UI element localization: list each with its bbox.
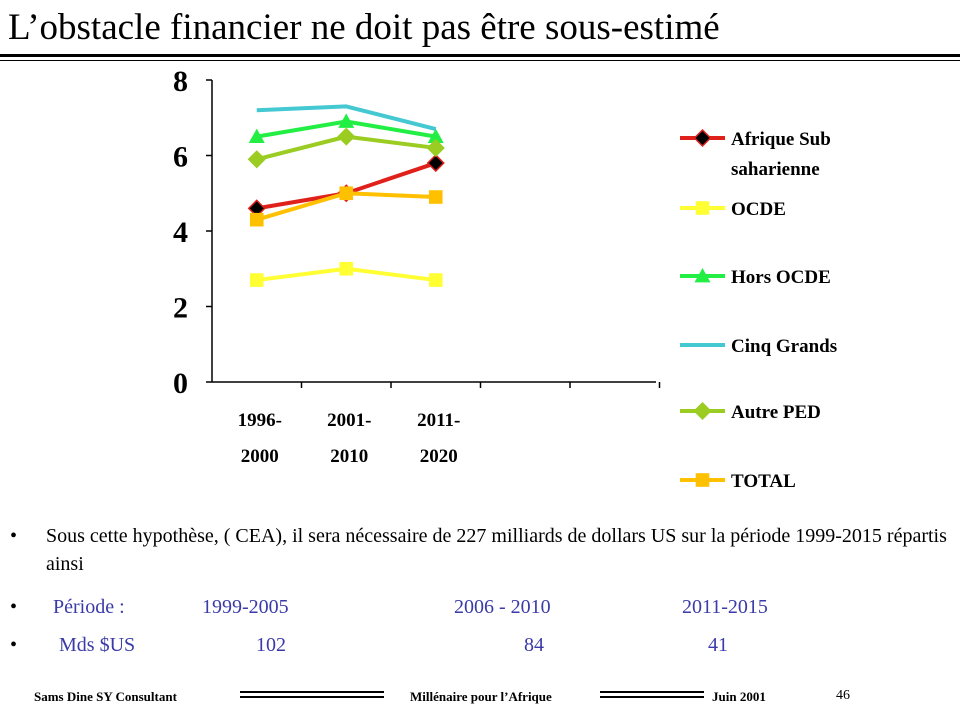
footer-author: Sams Dine SY Consultant <box>34 689 177 704</box>
footer-rule-right <box>600 691 704 698</box>
amount-label: Mds $US <box>59 634 136 656</box>
legend-label-4: Autre PED <box>731 402 821 423</box>
footer-date: Juin 2001 <box>712 689 766 704</box>
x-tick-label: 1996- <box>238 410 282 431</box>
amount-2: 84 <box>524 634 544 656</box>
amount-1: 102 <box>256 634 286 656</box>
x-tick-label: 2011- <box>417 410 460 431</box>
y-tick-label: 8 <box>173 65 188 98</box>
data-point-2-1 <box>338 113 355 128</box>
legend-marker-4 <box>693 401 712 421</box>
data-point-5-1 <box>339 186 354 201</box>
footer-center: Millénaire pour l’Afrique <box>410 689 552 704</box>
y-tick-label: 6 <box>173 141 188 174</box>
period-1: 1999-2005 <box>202 596 289 618</box>
legend-label-5: TOTAL <box>731 471 796 492</box>
x-tick-label: 2001- <box>327 410 371 431</box>
legend-label-1: OCDE <box>731 199 786 220</box>
title-rule-thick <box>0 54 960 57</box>
bullet-2: • <box>10 596 18 618</box>
hypothesis-paragraph: Sous cette hypothèse, ( CEA), il sera né… <box>46 525 947 575</box>
page-number: 46 <box>836 688 850 703</box>
legend-label-0: saharienne <box>731 159 820 180</box>
data-point-1-2 <box>428 273 443 287</box>
title-rule-thin <box>0 60 960 61</box>
bullet-1: • <box>10 525 18 547</box>
data-point-1-0 <box>249 273 264 287</box>
data-point-5-0 <box>249 212 264 227</box>
data-point-2-2 <box>427 128 444 144</box>
bullet-3: • <box>10 634 18 656</box>
legend-marker-2 <box>694 268 711 283</box>
legend-marker-0 <box>693 128 712 148</box>
y-tick-label: 4 <box>173 216 188 249</box>
period-3: 2011-2015 <box>682 596 768 618</box>
x-tick-label: 2020 <box>420 446 458 467</box>
data-point-4-0 <box>247 150 266 169</box>
data-point-1-1 <box>339 261 354 276</box>
footer-rule-left <box>240 691 384 698</box>
data-point-4-2 <box>426 138 445 158</box>
amount-3: 41 <box>708 634 728 656</box>
period-2: 2006 - 2010 <box>454 596 551 618</box>
data-point-5-2 <box>428 190 443 204</box>
data-point-0-2 <box>426 153 445 173</box>
period-label: Période : <box>53 596 125 618</box>
legend-marker-1 <box>695 201 710 215</box>
legend-label-0: Afrique Sub <box>731 129 831 150</box>
line-chart: 0 2 4 6 8 1996- 2000 2001- 2010 2011- 2020 Afrique … <box>173 65 837 492</box>
legend-label-2: Hors OCDE <box>731 267 831 288</box>
legend-marker-5 <box>695 473 710 487</box>
data-point-2-0 <box>248 128 265 144</box>
y-tick-label: 0 <box>173 367 188 400</box>
x-tick-label: 2000 <box>241 446 279 467</box>
slide-title: L’obstacle financier ne doit pas être so… <box>8 7 720 48</box>
series-line-3 <box>256 104 437 132</box>
y-tick-label: 2 <box>173 292 188 325</box>
legend-label-3: Cinq Grands <box>731 336 837 357</box>
data-point-4-1 <box>337 127 356 146</box>
x-tick-label: 2010 <box>330 446 368 467</box>
